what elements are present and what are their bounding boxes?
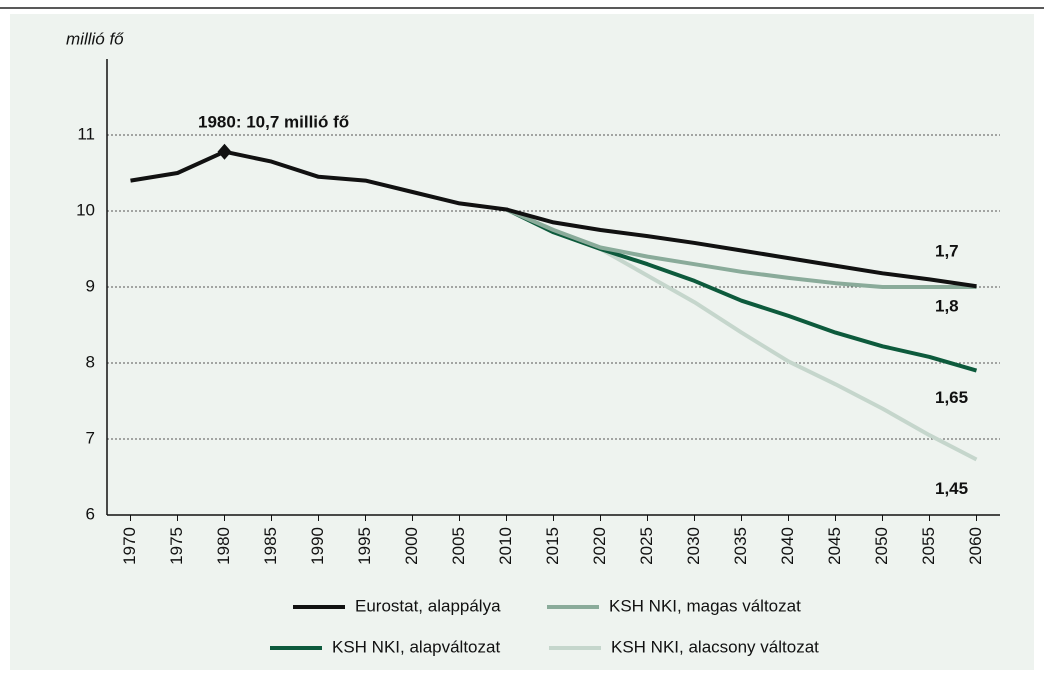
- x-tick-label: 1985: [261, 527, 280, 565]
- end-label: 1,7: [935, 242, 959, 261]
- x-tick-label: 2055: [919, 527, 938, 565]
- legend-label: KSH NKI, alacsony változat: [611, 637, 819, 656]
- y-tick-label: 6: [86, 504, 95, 523]
- x-tick-label: 2010: [496, 527, 515, 565]
- x-tick-label: 2015: [543, 527, 562, 565]
- series-line: [505, 207, 977, 289]
- legend-label: KSH NKI, magas változat: [609, 596, 801, 615]
- end-label: 1,65: [935, 388, 968, 407]
- y-tick-label: 10: [76, 200, 95, 219]
- x-tick-label: 2005: [449, 527, 468, 565]
- annotation: 1980: 10,7 millió fő: [198, 112, 349, 131]
- y-tick-label: 8: [86, 352, 95, 371]
- x-tick-label: 2030: [684, 527, 703, 565]
- x-tick-label: 2040: [778, 527, 797, 565]
- x-tick-label: 2020: [590, 527, 609, 565]
- y-tick-label: 7: [86, 428, 95, 447]
- x-tick-label: 2060: [966, 527, 985, 565]
- y-tick-label: 9: [86, 276, 95, 295]
- x-tick-label: 2000: [402, 527, 421, 565]
- y-axis-label: millió fő: [66, 29, 124, 48]
- x-tick-label: 2045: [825, 527, 844, 565]
- x-tick-label: 1990: [308, 527, 327, 565]
- x-tick-label: 2050: [872, 527, 891, 565]
- x-tick-label: 1995: [355, 527, 374, 565]
- end-label: 1,8: [935, 296, 959, 315]
- end-label: 1,45: [935, 479, 968, 498]
- background: [10, 14, 1034, 670]
- x-tick-label: 1970: [120, 527, 139, 565]
- x-tick-label: 1980: [214, 527, 233, 565]
- y-tick-label: 11: [77, 124, 95, 143]
- legend-label: Eurostat, alappálya: [355, 596, 501, 615]
- peak-marker: [217, 143, 232, 160]
- x-tick-label: 2025: [637, 527, 656, 565]
- x-tick-label: 2035: [731, 527, 750, 565]
- legend-label: KSH NKI, alapváltozat: [332, 637, 500, 656]
- series-line: [130, 149, 977, 289]
- x-tick-label: 1975: [167, 527, 186, 565]
